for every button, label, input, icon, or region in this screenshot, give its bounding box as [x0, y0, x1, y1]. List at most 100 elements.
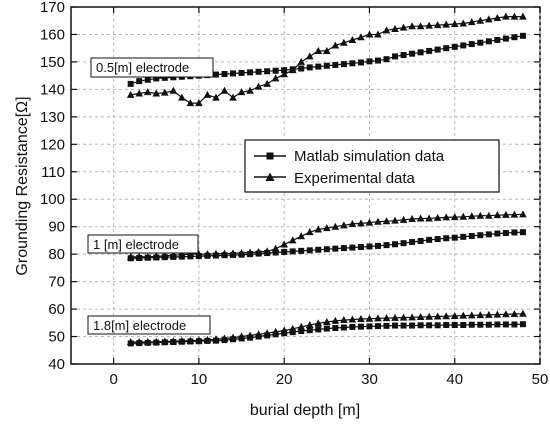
data-point-triangle: [408, 215, 416, 223]
data-point-triangle: [391, 313, 399, 321]
data-point-square: [340, 61, 347, 68]
data-point-square: [281, 67, 288, 74]
data-point-triangle: [416, 313, 425, 321]
data-point-square: [289, 248, 296, 255]
y-tick-label: 100: [40, 191, 65, 208]
data-point-square: [374, 242, 381, 249]
legend-marker-exp: [265, 172, 275, 181]
data-point-square: [434, 46, 441, 53]
data-point-square: [272, 249, 279, 256]
data-point-triangle: [186, 336, 195, 344]
data-point-triangle: [263, 247, 271, 255]
data-point-triangle: [271, 244, 280, 252]
data-point-triangle: [485, 15, 493, 23]
data-point-triangle: [467, 18, 476, 26]
data-point-triangle: [433, 312, 442, 320]
legend-label-exp: Experimental data: [294, 170, 416, 187]
data-point-triangle: [314, 46, 323, 54]
data-point-square: [451, 43, 458, 50]
data-point-square: [153, 75, 160, 82]
data-point-square: [519, 229, 526, 236]
data-point-triangle: [212, 93, 220, 101]
data-point-square: [392, 53, 399, 60]
data-point-triangle: [476, 211, 485, 219]
data-point-triangle: [510, 12, 519, 20]
data-point-square: [511, 34, 518, 41]
data-point-triangle: [178, 93, 186, 101]
annotation-1p8m-box: [87, 315, 211, 335]
data-point-square: [485, 321, 492, 328]
data-point-square: [400, 240, 407, 247]
data-point-square: [349, 60, 356, 67]
data-point-square: [127, 80, 134, 87]
data-point-triangle: [152, 337, 161, 345]
data-point-triangle: [169, 337, 178, 345]
data-point-square: [477, 232, 484, 239]
data-point-square: [383, 242, 390, 249]
data-point-triangle: [178, 336, 186, 344]
data-point-square: [289, 329, 296, 336]
legend: Matlab simulation data Experimental data: [244, 139, 500, 193]
data-point-triangle: [246, 331, 254, 339]
plot-frame: [70, 6, 541, 365]
data-point-square: [332, 325, 339, 332]
data-point-square: [468, 41, 475, 48]
data-point-triangle: [374, 30, 382, 38]
data-point-square: [366, 243, 373, 250]
data-point-square: [298, 65, 305, 72]
data-point-square: [460, 42, 467, 49]
data-point-square: [494, 230, 501, 237]
data-point-triangle: [408, 313, 416, 321]
data-point-triangle: [425, 312, 433, 320]
data-point-triangle: [229, 333, 237, 341]
data-point-square: [392, 322, 399, 329]
gridlines: [71, 7, 541, 364]
annotation-0p5m: 0.5[m] electrode: [90, 57, 214, 78]
data-point-square: [477, 321, 484, 328]
data-point-triangle: [254, 330, 263, 338]
data-point-triangle: [288, 236, 297, 244]
data-point-triangle: [169, 251, 178, 259]
data-point-square: [306, 247, 313, 254]
data-point-triangle: [374, 314, 382, 322]
data-point-square: [161, 74, 168, 81]
data-point-triangle: [502, 210, 510, 218]
data-point-triangle: [305, 52, 314, 60]
data-point-square: [247, 69, 254, 76]
data-point-triangle: [254, 82, 263, 90]
data-point-triangle: [433, 213, 442, 221]
x-tick-label: 30: [361, 371, 378, 388]
data-point-triangle: [331, 41, 340, 49]
data-point-triangle: [502, 12, 510, 20]
data-point-square: [417, 237, 424, 244]
data-point-triangle: [425, 214, 433, 222]
data-point-square: [426, 322, 433, 329]
data-point-triangle: [135, 338, 144, 346]
data-point-square: [349, 323, 356, 330]
data-point-square: [468, 233, 475, 240]
data-point-triangle: [340, 221, 348, 229]
data-point-triangle: [519, 210, 527, 218]
annotation-1m-text: 1 [m] electrode: [93, 237, 179, 252]
x-tick-label: 10: [191, 371, 208, 388]
data-point-square: [281, 248, 288, 255]
data-point-square: [434, 322, 441, 329]
data-point-triangle: [510, 210, 519, 218]
data-point-triangle: [382, 314, 391, 322]
data-point-square: [417, 49, 424, 56]
y-tick-label: 150: [40, 54, 65, 71]
data-point-square: [477, 39, 484, 46]
data-point-triangle: [169, 86, 178, 94]
data-point-square: [374, 57, 381, 64]
data-point-triangle: [280, 240, 288, 248]
data-point-square: [409, 239, 416, 246]
data-point-triangle: [280, 326, 288, 334]
data-point-triangle: [357, 219, 365, 227]
data-point-square: [409, 322, 416, 329]
data-point-square: [374, 323, 381, 330]
data-point-triangle: [450, 311, 459, 319]
y-axis-title: Grounding Resistance[Ω]: [14, 96, 31, 275]
data-point-triangle: [254, 247, 263, 255]
data-point-triangle: [442, 20, 450, 28]
